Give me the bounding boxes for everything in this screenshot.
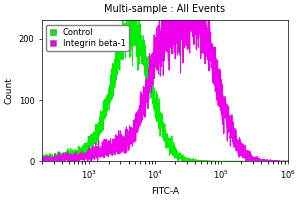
Title: Multi-sample : All Events: Multi-sample : All Events	[104, 4, 226, 14]
Legend: Control, Integrin beta-1: Control, Integrin beta-1	[46, 25, 129, 51]
Control	[255, 160, 259, 162]
Integrin beta-1	[281, 160, 285, 162]
Integrin beta-1	[255, 160, 259, 162]
Integrin beta-1	[135, 114, 138, 117]
Control	[83, 142, 87, 144]
Control	[286, 160, 290, 162]
Control	[135, 36, 138, 39]
Control	[68, 155, 72, 158]
Control	[145, 64, 149, 67]
Line: Integrin beta-1: Integrin beta-1	[42, 0, 288, 161]
Control	[133, 8, 136, 10]
Control	[41, 160, 44, 162]
Integrin beta-1	[68, 156, 72, 159]
Control	[281, 160, 285, 162]
X-axis label: FITC-A: FITC-A	[151, 187, 179, 196]
Control	[40, 155, 44, 157]
Integrin beta-1	[286, 160, 290, 162]
Integrin beta-1	[40, 160, 44, 162]
Integrin beta-1	[145, 83, 149, 86]
Integrin beta-1	[41, 160, 45, 162]
Y-axis label: Count: Count	[4, 77, 13, 104]
Integrin beta-1	[83, 157, 87, 159]
Line: Control: Control	[42, 9, 288, 161]
